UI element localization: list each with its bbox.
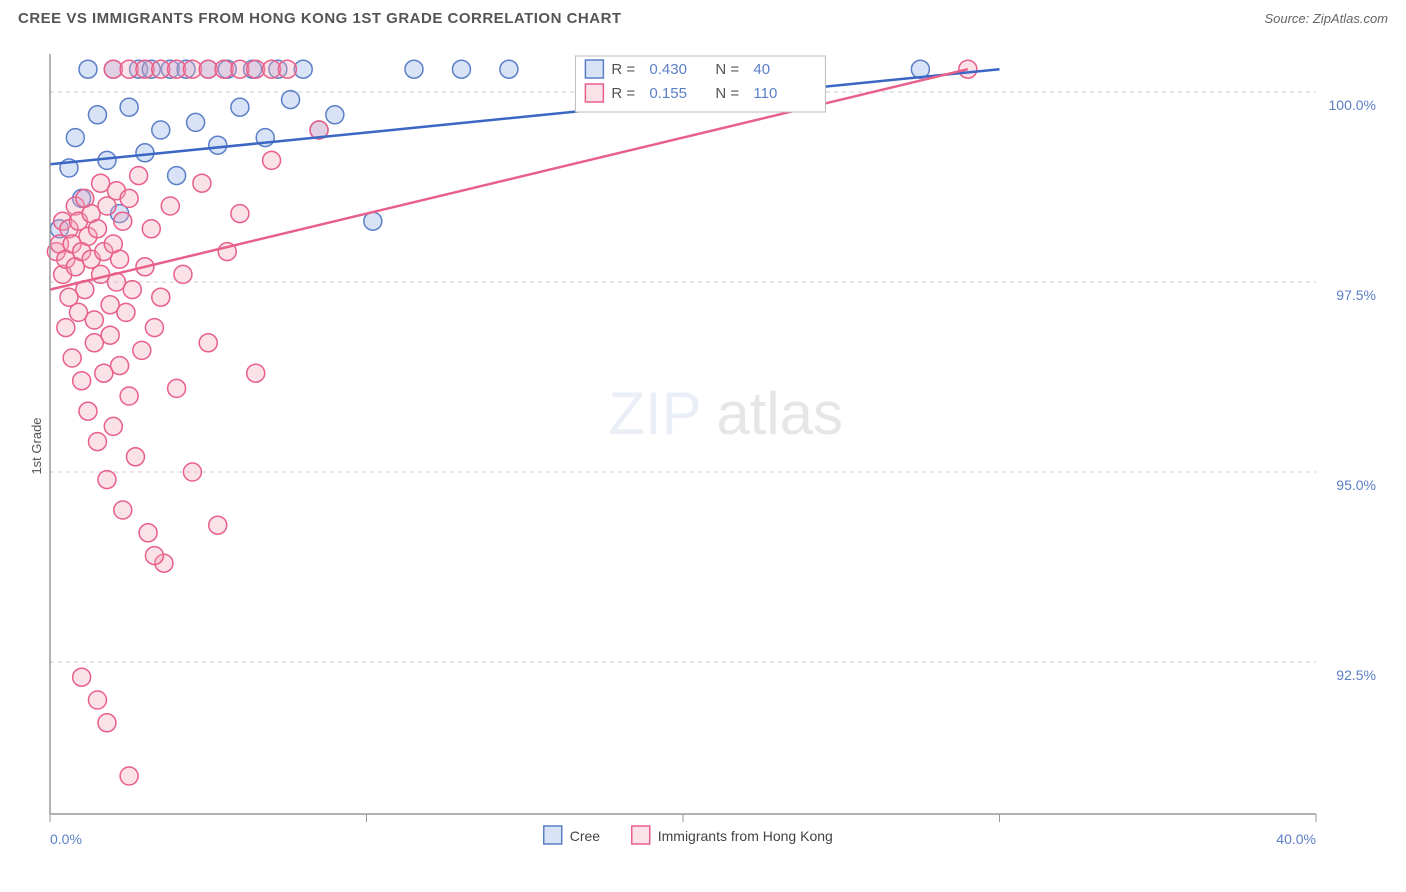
legend-swatch — [632, 826, 650, 844]
data-point — [364, 212, 382, 230]
data-point — [959, 60, 977, 78]
chart-title: CREE VS IMMIGRANTS FROM HONG KONG 1ST GR… — [18, 10, 622, 27]
y-tick-label: 97.5% — [1336, 287, 1376, 303]
x-tick-label: 0.0% — [50, 831, 82, 847]
svg-text:ZIP: ZIP — [608, 380, 701, 447]
data-point — [174, 265, 192, 283]
data-point — [209, 516, 227, 534]
data-point — [98, 151, 116, 169]
corr-n-value: 40 — [753, 61, 770, 78]
data-point — [183, 463, 201, 481]
data-point — [199, 334, 217, 352]
corr-r-label: R = — [611, 85, 635, 102]
data-point — [152, 121, 170, 139]
y-tick-label: 92.5% — [1336, 667, 1376, 683]
data-point — [145, 319, 163, 337]
data-point — [101, 326, 119, 344]
corr-n-label: N = — [715, 85, 739, 102]
data-point — [123, 281, 141, 299]
data-point — [88, 106, 106, 124]
y-tick-label: 95.0% — [1336, 477, 1376, 493]
data-point — [98, 471, 116, 489]
data-point — [145, 547, 163, 565]
data-point — [88, 691, 106, 709]
corr-n-value: 110 — [753, 85, 777, 102]
data-point — [104, 417, 122, 435]
legend-swatch — [544, 826, 562, 844]
data-point — [85, 311, 103, 329]
data-point — [130, 167, 148, 185]
data-point — [111, 250, 129, 268]
chart-svg: 92.5% 95.0% 97.5% 100.0% ZIPatlas 0.0% 40.0% Cr… — [42, 46, 1388, 862]
data-point — [63, 349, 81, 367]
data-point — [231, 98, 249, 116]
corr-r-value: 0.155 — [649, 85, 687, 102]
data-point — [120, 767, 138, 785]
data-point — [73, 668, 91, 686]
data-point — [405, 60, 423, 78]
data-point — [278, 60, 296, 78]
data-point — [114, 212, 132, 230]
data-point — [117, 303, 135, 321]
data-point — [98, 714, 116, 732]
data-point — [193, 174, 211, 192]
data-point — [111, 357, 129, 375]
data-point — [326, 106, 344, 124]
data-point — [500, 60, 518, 78]
data-point — [168, 379, 186, 397]
corr-r-value: 0.430 — [649, 61, 687, 78]
chart-area: 92.5% 95.0% 97.5% 100.0% ZIPatlas 0.0% 40.0% Cr… — [42, 46, 1388, 862]
data-point — [142, 220, 160, 238]
data-point — [209, 136, 227, 154]
corr-n-label: N = — [715, 61, 739, 78]
data-point — [139, 524, 157, 542]
data-point — [120, 189, 138, 207]
data-point — [282, 91, 300, 109]
chart-source: Source: ZipAtlas.com — [1264, 11, 1388, 26]
trend-line — [50, 69, 968, 289]
data-point — [263, 151, 281, 169]
x-tick-label: 40.0% — [1276, 831, 1316, 847]
data-point — [133, 341, 151, 359]
data-point — [231, 205, 249, 223]
legend-label: Immigrants from Hong Kong — [658, 828, 833, 844]
data-point — [114, 501, 132, 519]
data-point — [136, 144, 154, 162]
chart-header: CREE VS IMMIGRANTS FROM HONG KONG 1ST GR… — [0, 0, 1406, 33]
data-point — [120, 98, 138, 116]
data-point — [88, 433, 106, 451]
data-point — [79, 60, 97, 78]
corr-swatch — [585, 60, 603, 78]
data-point — [79, 402, 97, 420]
data-point — [152, 288, 170, 306]
data-point — [57, 319, 75, 337]
y-tick-label: 100.0% — [1329, 97, 1376, 113]
data-point — [73, 372, 91, 390]
data-point — [66, 129, 84, 147]
watermark: ZIPatlas — [608, 380, 843, 447]
legend-label: Cree — [570, 828, 601, 844]
corr-swatch — [585, 84, 603, 102]
data-point — [161, 197, 179, 215]
data-point — [88, 220, 106, 238]
data-point — [168, 167, 186, 185]
corr-r-label: R = — [611, 61, 635, 78]
data-point — [187, 113, 205, 131]
data-point — [247, 364, 265, 382]
data-point — [452, 60, 470, 78]
data-point — [126, 448, 144, 466]
svg-text:atlas: atlas — [716, 380, 843, 447]
data-point — [120, 387, 138, 405]
